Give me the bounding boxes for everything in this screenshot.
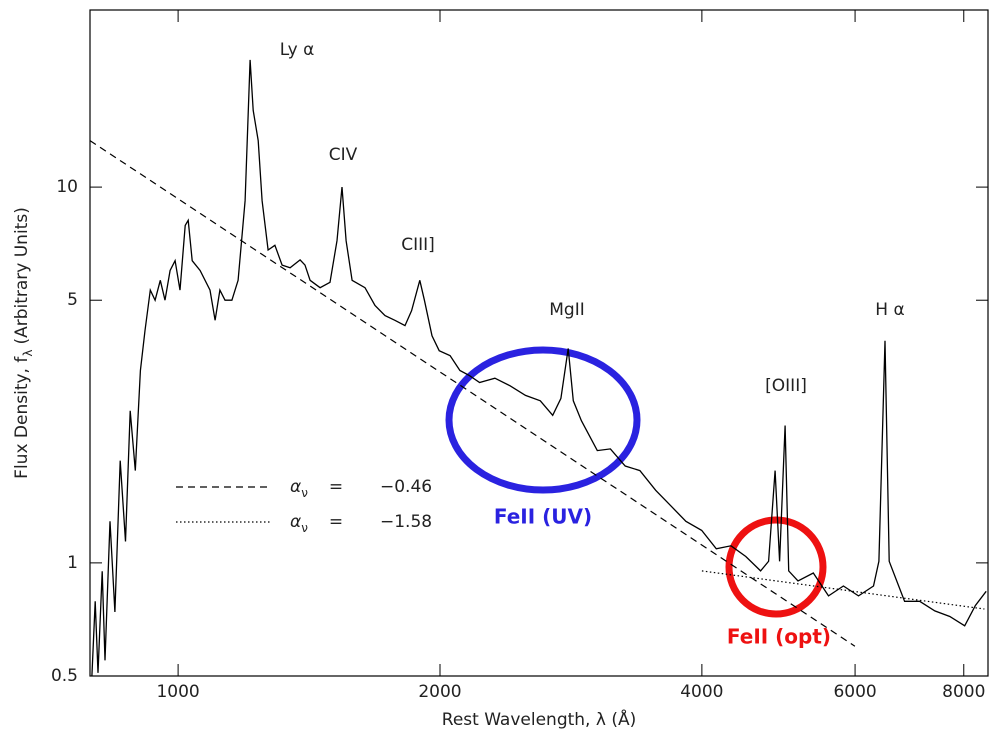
legend-symbol: α xyxy=(290,477,301,497)
line-label: Ly α xyxy=(280,40,315,60)
legend-subscript: ν xyxy=(301,521,308,535)
plot-frame xyxy=(89,9,989,677)
legend-label: αν xyxy=(290,512,308,535)
line-label: [OIII] xyxy=(765,376,807,396)
x-axis-label: Rest Wavelength, λ (Å) xyxy=(442,708,636,730)
feii-uv-ellipse xyxy=(445,346,641,494)
y-axis-label: Flux Density, fλ (Arbitrary Units) xyxy=(12,207,35,479)
legend-symbol: α xyxy=(290,512,301,532)
y-tick-label: 0.5 xyxy=(51,666,78,686)
y-label-after: (Arbitrary Units) xyxy=(12,207,32,344)
feii-opt-circle xyxy=(725,516,827,618)
line-label: H α xyxy=(875,300,904,320)
line-label: CIII] xyxy=(401,235,435,255)
feii-opt-label: FeII (opt) xyxy=(727,625,831,649)
x-tick-label: 4000 xyxy=(680,682,723,702)
y-tick-label: 5 xyxy=(67,290,78,310)
legend-equals: = xyxy=(329,512,343,532)
legend-value: −0.46 xyxy=(380,477,432,497)
legend-subscript: ν xyxy=(301,486,308,500)
x-tick-label: 2000 xyxy=(418,682,461,702)
x-tick-label: 8000 xyxy=(942,682,985,702)
x-tick-label: 1000 xyxy=(156,682,199,702)
y-tick-label: 10 xyxy=(56,177,78,197)
y-tick-label: 1 xyxy=(67,553,78,573)
feii-uv-label: FeII (UV) xyxy=(494,505,592,529)
line-label: MgII xyxy=(549,300,585,320)
y-label-main: Flux Density, f xyxy=(12,356,32,479)
legend-value: −1.58 xyxy=(380,512,432,532)
series-line xyxy=(90,140,856,647)
line-label: CIV xyxy=(329,145,358,165)
y-label-sub: λ xyxy=(21,350,35,357)
series-line xyxy=(91,59,987,676)
legend-equals: = xyxy=(329,477,343,497)
x-tick-label: 6000 xyxy=(833,682,876,702)
legend-label: αν xyxy=(290,477,308,500)
